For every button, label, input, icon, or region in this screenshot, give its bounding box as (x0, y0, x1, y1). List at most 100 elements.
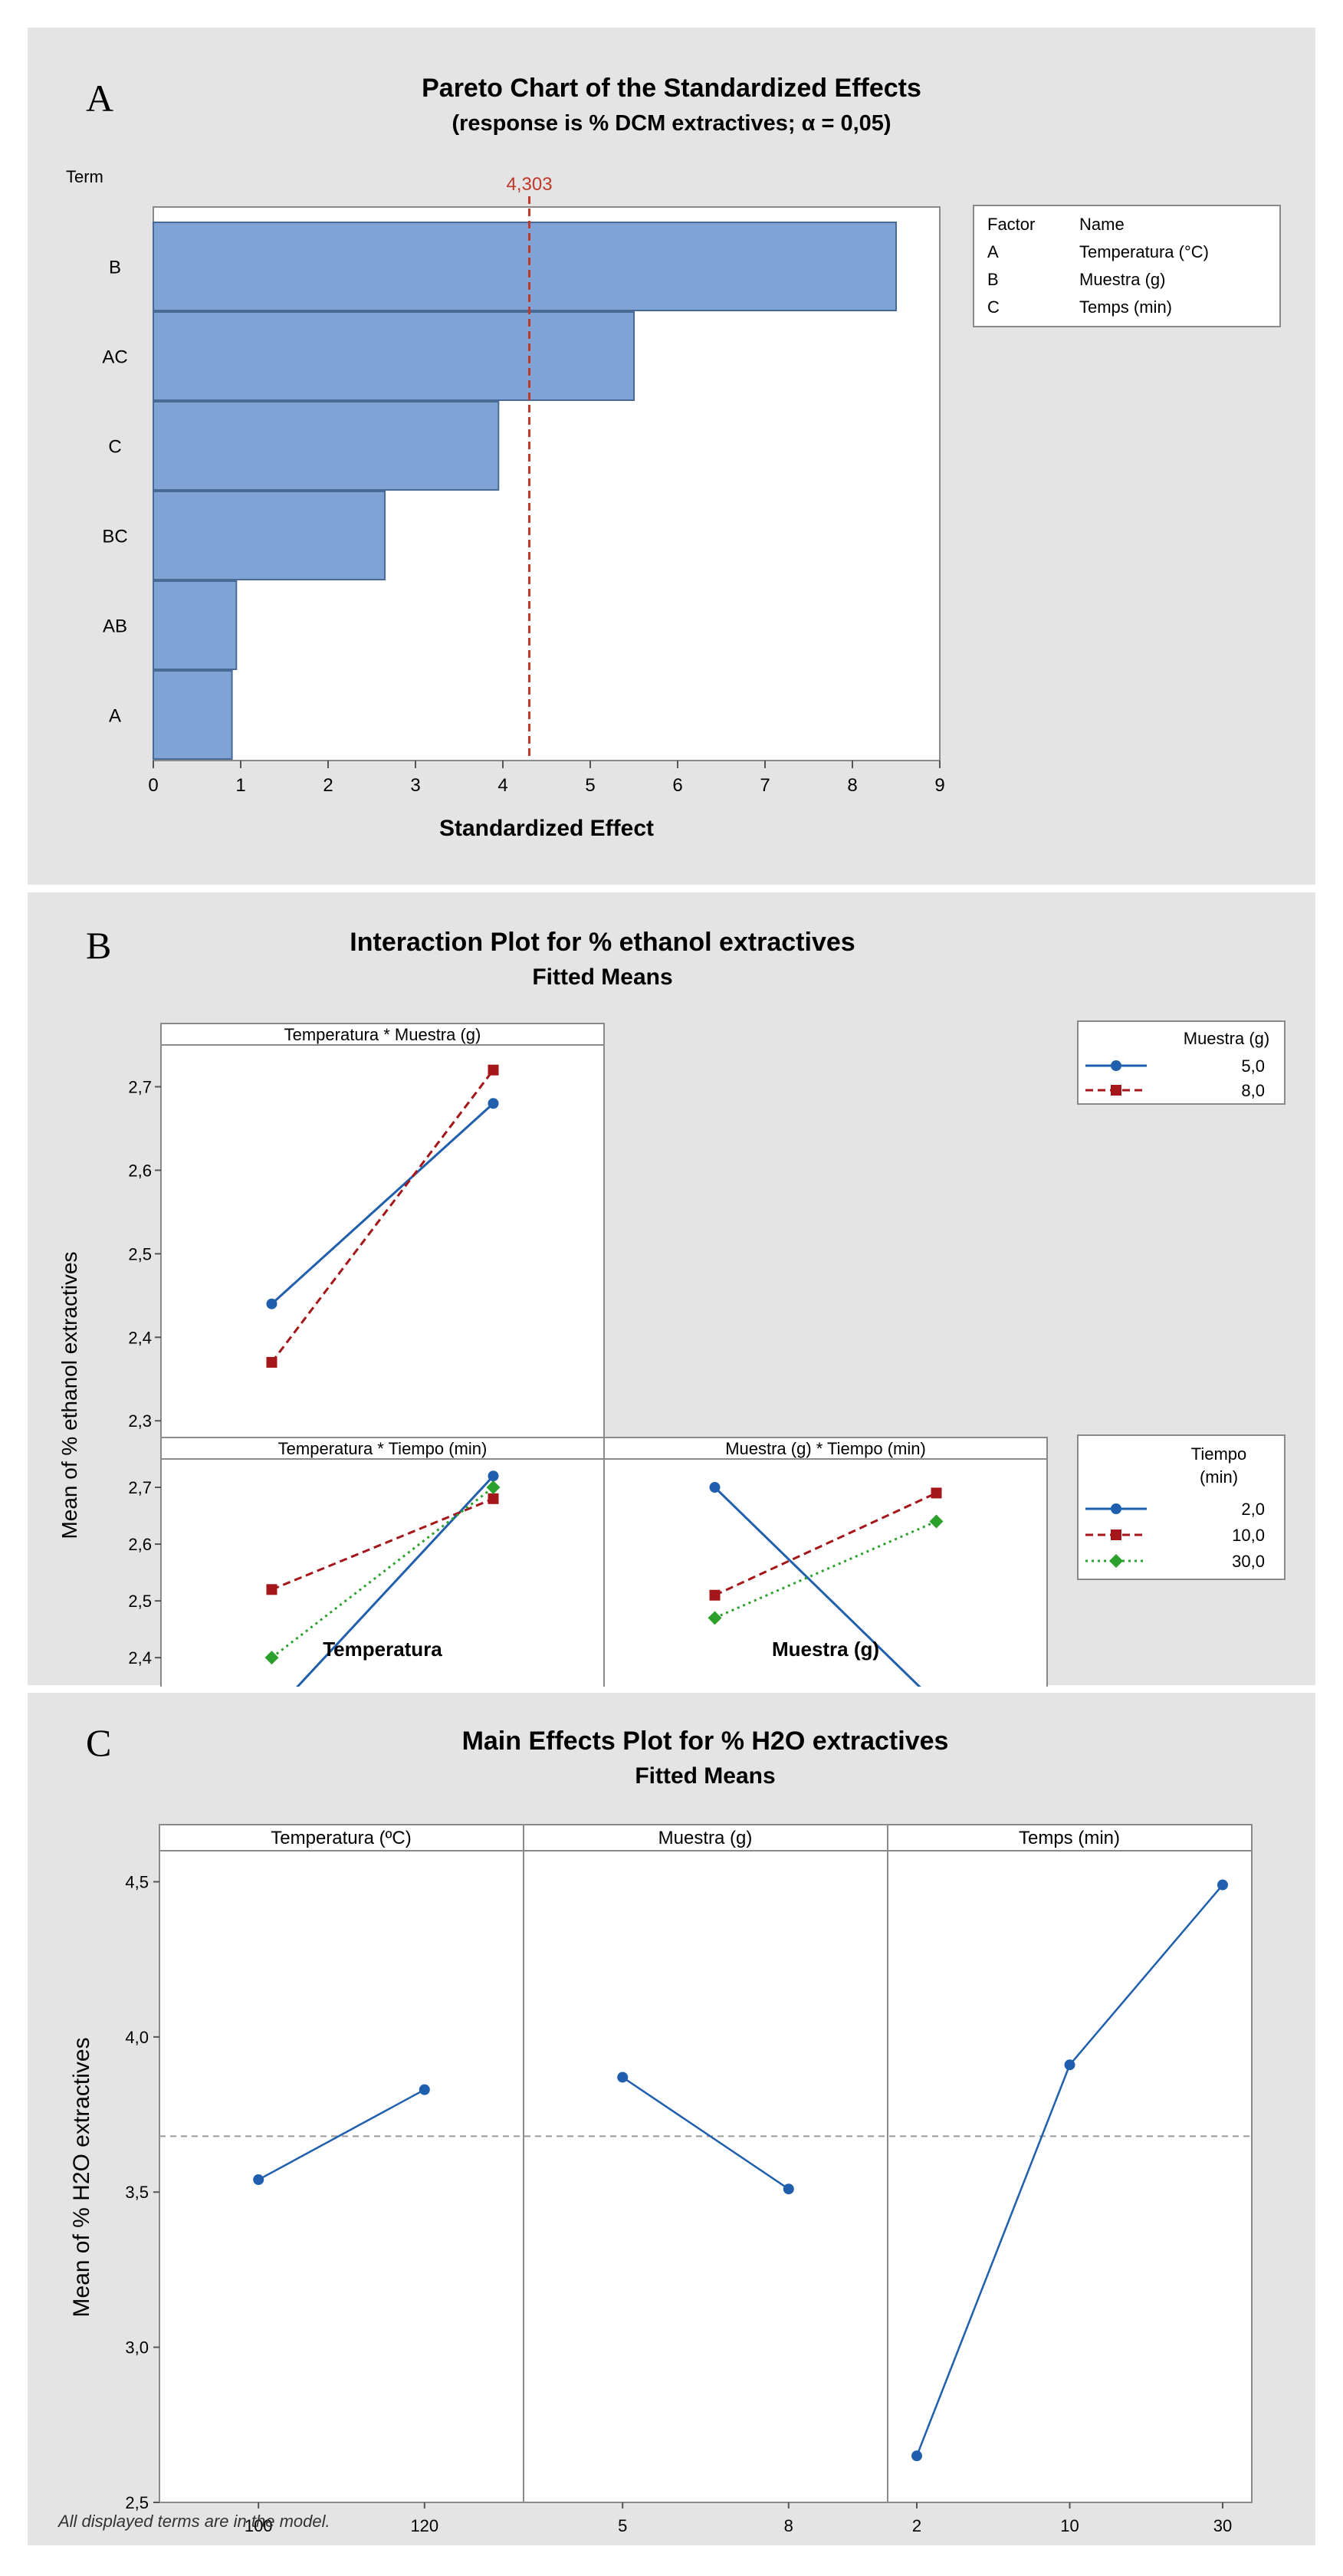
main-effects-x-tick-label: 5 (618, 2516, 627, 2535)
pareto-legend-factor-header: Factor (987, 215, 1035, 234)
pareto-term-header: Term (66, 167, 103, 186)
pareto-bar (153, 222, 897, 311)
main-effects-x-tick-label: 30 (1213, 2516, 1232, 2535)
legend-tiempo-marker-2 (1111, 1530, 1121, 1540)
main-effects-y-tick-label: 3,0 (125, 2338, 149, 2358)
panel-a-letter: A (86, 77, 113, 120)
interaction-y-tick-label: 2,6 (128, 1161, 152, 1180)
main-effects-y-axis-label: Mean of % H2O extractives (69, 2037, 94, 2317)
pareto-legend-name-header: Name (1079, 215, 1125, 234)
interaction-series-line (714, 1486, 921, 1687)
interaction-y-tick-label: 2,3 (128, 1411, 152, 1431)
interaction-y-tick-label: 2,7 (128, 1478, 152, 1497)
interaction-point (488, 1470, 499, 1482)
interaction-series-line (271, 1102, 494, 1305)
legend-muestra-item-1: 5,0 (1241, 1056, 1265, 1076)
main-effects-footer-note: All displayed terms are in the model. (57, 2512, 330, 2531)
legend-tiempo-title-1: Tiempo (1191, 1444, 1247, 1464)
interaction-panel-1-title: Temperatura * Muestra (g) (284, 1025, 481, 1044)
legend-tiempo-item-2: 10,0 (1232, 1526, 1265, 1545)
main-effects-series-line (622, 2076, 790, 2190)
pareto-legend-name-a: Temperatura (°C) (1079, 242, 1209, 261)
interaction-panel-1-area (160, 1044, 605, 1438)
interaction-point (709, 1589, 721, 1601)
pareto-x-tick-label: 2 (323, 775, 333, 796)
pareto-legend-box (973, 205, 1281, 327)
interaction-y-tick-label: 2,6 (128, 1535, 152, 1554)
legend-tiempo-marker-3 (1109, 1554, 1123, 1568)
main-effects-x-tick-label: 2 (912, 2516, 921, 2535)
pareto-x-tick-label: 9 (934, 775, 944, 796)
pareto-bar (153, 491, 386, 580)
main-effects-header-1 (159, 1824, 524, 1852)
pareto-category-label: C (108, 437, 121, 458)
panel-c-letter: C (86, 1721, 111, 1764)
main-effects-point (1064, 2059, 1075, 2071)
pareto-category-label: B (109, 258, 121, 278)
interaction-point (266, 1584, 277, 1595)
interaction-point (264, 1651, 279, 1665)
interaction-point (709, 1482, 721, 1493)
main-effects-x-tick-label: 8 (784, 2516, 793, 2535)
main-effects-point (617, 2072, 629, 2083)
interaction-panel-3-header (603, 1437, 1048, 1460)
main-effects-x-tick-label: 100 (245, 2516, 273, 2535)
pareto-subtitle: (response is % DCM extractives; α = 0,05… (451, 111, 891, 136)
legend-muestra-marker-2 (1111, 1085, 1121, 1096)
legend-tiempo-title-2: (min) (1200, 1467, 1238, 1487)
main-effects-point (1217, 1879, 1228, 1891)
legend-muestra-marker-1 (1111, 1060, 1121, 1071)
pareto-title: Pareto Chart of the Standardized Effects (422, 74, 921, 103)
main-effects-y-tick-label: 4,5 (125, 1872, 149, 1891)
main-effects-series-line (258, 2088, 425, 2181)
main-effects-area-2 (523, 1850, 888, 2503)
pareto-bar (153, 580, 238, 670)
legend-muestra-item-2: 8,0 (1241, 1081, 1265, 1100)
pareto-legend-factor-c: C (987, 297, 1000, 317)
main-effects-y-tick-label: 3,5 (125, 2183, 149, 2202)
interaction-point (929, 1514, 944, 1529)
main-effects-title: Main Effects Plot for % H2O extractives (462, 1727, 949, 1756)
interaction-panel-2-title: Temperatura * Tiempo (min) (278, 1439, 488, 1458)
interaction-panel-3-xlabel: Muestra (g) (772, 1638, 879, 1661)
pareto-x-tick-label: 4 (497, 775, 507, 796)
interaction-y-tick-label: 2,4 (128, 1648, 152, 1668)
interaction-panel-2-xlabel: Temperatura (323, 1638, 442, 1661)
main-effects-header-3 (887, 1824, 1253, 1852)
interaction-panel-2-area (160, 1458, 605, 1687)
pareto-legend-factor-b: B (987, 270, 999, 289)
pareto-x-tick-label: 6 (672, 775, 682, 796)
panel-b-letter: B (86, 924, 111, 967)
interaction-y-tick-label: 2,4 (128, 1328, 152, 1347)
main-effects-x-tick-label: 10 (1060, 2516, 1079, 2535)
interaction-point (488, 1493, 499, 1504)
interaction-point (931, 1487, 942, 1499)
interaction-panel-3-area (603, 1458, 1048, 1687)
main-effects-subtitle: Fitted Means (635, 1763, 775, 1789)
main-effects-plot: C Main Effects Plot for % H2O extractive… (57, 1721, 1253, 2535)
main-effects-area-3 (887, 1850, 1253, 2503)
main-effects-panel-1-title: Temperatura (ºC) (271, 1828, 411, 1848)
pareto-legend-name-b: Muestra (g) (1079, 270, 1165, 289)
main-effects-x-tick-label: 120 (410, 2516, 438, 2535)
pareto-category-label: AC (102, 347, 127, 368)
main-effects-point (911, 2450, 922, 2462)
main-effects-panel-2-title: Muestra (g) (658, 1828, 753, 1848)
pareto-bar (153, 401, 500, 491)
interaction-point (488, 1098, 499, 1109)
pareto-legend-name-c: Temps (min) (1079, 297, 1172, 317)
interaction-y-axis-label: Mean of % ethanol extractives (57, 1251, 81, 1539)
main-effects-point (253, 2174, 264, 2186)
legend-tiempo-marker-1 (1111, 1503, 1121, 1514)
pareto-chart: A Pareto Chart of the Standardized Effec… (66, 74, 1281, 841)
interaction-point (488, 1064, 499, 1076)
main-effects-y-tick-label: 2,5 (125, 2493, 149, 2512)
pareto-x-tick-label: 7 (760, 775, 770, 796)
pareto-x-axis-label: Standardized Effect (439, 816, 654, 841)
legend-tiempo-item-3: 30,0 (1232, 1552, 1265, 1571)
pareto-legend-factor-a: A (987, 242, 999, 261)
interaction-panel-2-header (160, 1437, 605, 1460)
legend-tiempo-item-1: 2,0 (1241, 1500, 1265, 1519)
interaction-panel-3-title: Muestra (g) * Tiempo (min) (725, 1439, 926, 1458)
